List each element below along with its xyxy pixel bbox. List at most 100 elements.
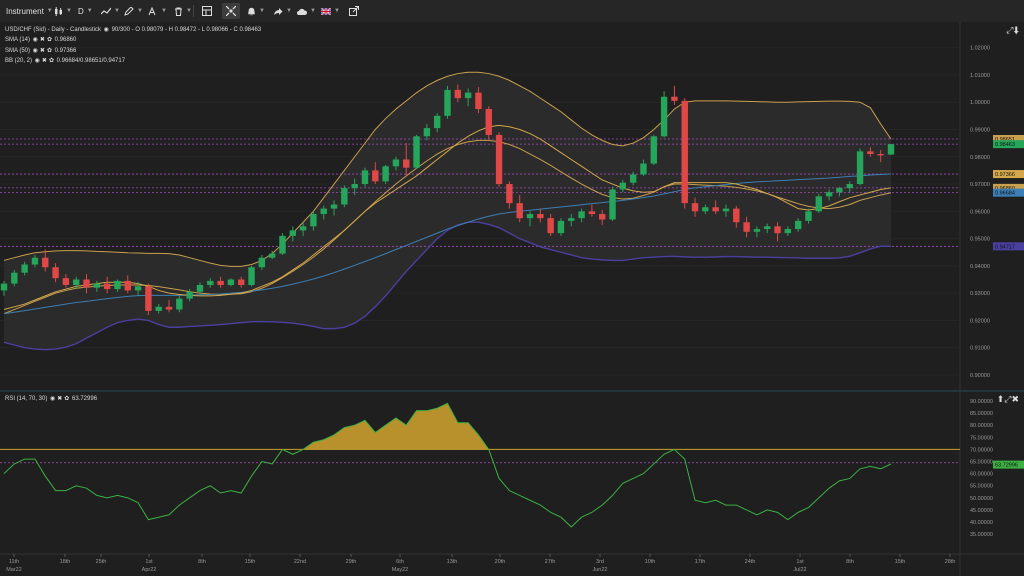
candle-down xyxy=(62,278,70,285)
price-label-text: 0.97366 xyxy=(995,172,1015,178)
legend-sma50-label: SMA (50) xyxy=(5,47,31,54)
candle-down xyxy=(403,159,410,168)
rsi-tick-label: 35.00000 xyxy=(970,532,993,538)
candle-down xyxy=(537,214,544,219)
price-tick-label: 0.94000 xyxy=(970,264,990,270)
gear-icon[interactable]: ✿ xyxy=(46,37,54,43)
rsi-tick-label: 65.00000 xyxy=(970,460,993,466)
x-tick-label: 10th xyxy=(645,559,656,565)
candle-up xyxy=(73,279,80,285)
rsi-tick-label: 40.00000 xyxy=(970,520,993,526)
x-tick-sublabel: Jul22 xyxy=(793,567,806,573)
expand-icon[interactable]: ⤢ xyxy=(1006,25,1014,35)
toolbar: Instrument ▼ ▼ D ▼ ▼ ▼ ▼ ▼ ▼ ▼ ▼ ▼ xyxy=(0,0,1024,23)
eye-icon[interactable]: ◉ xyxy=(102,27,111,33)
timeframe-menu[interactable]: D ▼ xyxy=(78,3,93,19)
x-tick-sublabel: Mar22 xyxy=(6,567,22,573)
legend-bb-value: 0.96684/0.98651/0.94717 xyxy=(56,57,126,64)
rsi-line xyxy=(3,402,892,528)
rsi-tick-label: 50.00000 xyxy=(970,496,993,502)
chart-type-menu[interactable]: ▼ xyxy=(54,3,72,19)
drawing-tools-menu[interactable]: ▼ xyxy=(124,3,143,19)
x-tick-label: 15th xyxy=(895,559,906,565)
pencil-icon xyxy=(124,6,134,16)
close-icon[interactable]: ✖ xyxy=(57,396,63,402)
language-menu[interactable]: ▼ xyxy=(321,3,340,19)
candle-down xyxy=(238,279,245,285)
crosshair-button[interactable] xyxy=(222,3,240,19)
legend-ohlc: 90/300 - O 0.98079 - H 0.98472 - L 0.980… xyxy=(111,26,262,33)
x-tick-label: 1st xyxy=(796,559,804,565)
legend-sma14-label: SMA (14) xyxy=(5,36,31,43)
gear-icon[interactable]: ✿ xyxy=(48,58,56,64)
legend-sma50-value: 0.97366 xyxy=(54,47,77,54)
x-tick-label: 6th xyxy=(396,559,404,565)
close-icon[interactable]: ✖ xyxy=(1011,394,1019,404)
uk-flag-icon xyxy=(321,7,331,15)
alerts-menu[interactable]: ▼ xyxy=(247,3,265,19)
legend-bb: BB (20, 2) ◉ ✖ ✿ 0.96684/0.98651/0.94717 xyxy=(5,57,126,65)
candle-up xyxy=(382,166,389,182)
gear-icon[interactable]: ✿ xyxy=(64,396,71,402)
popout-button[interactable] xyxy=(349,3,359,19)
eye-icon[interactable]: ◉ xyxy=(31,48,38,54)
expand-icon[interactable]: ⤢ xyxy=(1004,394,1012,404)
bollinger-upper-line xyxy=(3,71,892,267)
candle-up xyxy=(330,204,338,209)
legend-bb-label: BB (20, 2) xyxy=(5,57,33,64)
x-tick-label: 15th xyxy=(245,559,256,565)
x-tick-label: 17th xyxy=(695,559,706,565)
x-tick-label: 18th xyxy=(60,559,71,565)
share-arrow-icon xyxy=(274,7,283,15)
text-tools-menu[interactable]: ▼ xyxy=(148,3,167,19)
candle-up xyxy=(753,229,761,232)
candle-up xyxy=(526,214,534,219)
candle-up xyxy=(176,298,183,310)
x-tick-label: 24th xyxy=(745,559,756,565)
eye-icon[interactable]: ◉ xyxy=(33,58,40,64)
candle-down xyxy=(867,151,874,155)
price-tick-label: 0.91000 xyxy=(970,346,990,352)
price-label-text: 0.98651 xyxy=(995,137,1015,143)
rsi-tick-label: 80.00000 xyxy=(970,423,993,429)
rsi-tick-label: 55.00000 xyxy=(970,484,993,490)
delete-menu[interactable]: ▼ xyxy=(174,3,192,19)
indicators-menu[interactable]: ▼ xyxy=(101,3,120,19)
share-menu[interactable]: ▼ xyxy=(273,3,292,19)
popout-window-icon xyxy=(349,6,359,16)
candle-up xyxy=(444,89,451,116)
candle-down xyxy=(547,218,554,234)
candle-up xyxy=(640,163,647,175)
price-label-text: 0.98463 xyxy=(995,142,1015,148)
instrument-menu[interactable]: Instrument ▼ xyxy=(6,3,53,19)
gear-icon[interactable]: ✿ xyxy=(46,48,54,54)
candle-up xyxy=(186,291,193,299)
price-legend-main: USD/CHF (Sid) - Daily - Candlestick ◉ 90… xyxy=(5,26,262,34)
move-down-icon[interactable]: ⬇ xyxy=(1013,25,1019,35)
price-label-text: 0.96684 xyxy=(995,191,1015,197)
legend-rsi: RSI (14, 70, 30) ◉ ✖ ✿ 63.72996 xyxy=(5,395,97,403)
chart-area[interactable]: 1.02000 1.01000 1.00000 0.99000 0.98000 0.970… xyxy=(0,22,1024,576)
price-label-badge xyxy=(993,188,1024,197)
candle-down xyxy=(743,222,750,232)
close-icon[interactable]: ✖ xyxy=(39,48,45,54)
chevron-down-icon: ▼ xyxy=(286,8,292,14)
candle-down xyxy=(733,208,740,223)
move-up-icon[interactable]: ⬆ xyxy=(996,394,1005,404)
bollinger-middle-line xyxy=(3,139,892,315)
candle-up xyxy=(609,189,616,220)
close-icon[interactable]: ✖ xyxy=(41,58,47,64)
timeframe-label: D xyxy=(78,6,84,16)
chevron-down-icon: ▼ xyxy=(66,8,72,14)
candle-down xyxy=(495,134,503,185)
chevron-down-icon: ▼ xyxy=(86,8,93,14)
theme-menu[interactable]: ▼ xyxy=(297,3,316,19)
candle-up xyxy=(794,220,802,230)
layout-button[interactable] xyxy=(202,3,212,19)
price-tick-label: 0.90000 xyxy=(970,373,990,379)
candle-up xyxy=(557,220,565,234)
eye-icon[interactable]: ◉ xyxy=(48,396,56,402)
eye-icon[interactable]: ◉ xyxy=(31,37,38,43)
candle-up xyxy=(341,188,348,205)
close-icon[interactable]: ✖ xyxy=(39,37,45,43)
